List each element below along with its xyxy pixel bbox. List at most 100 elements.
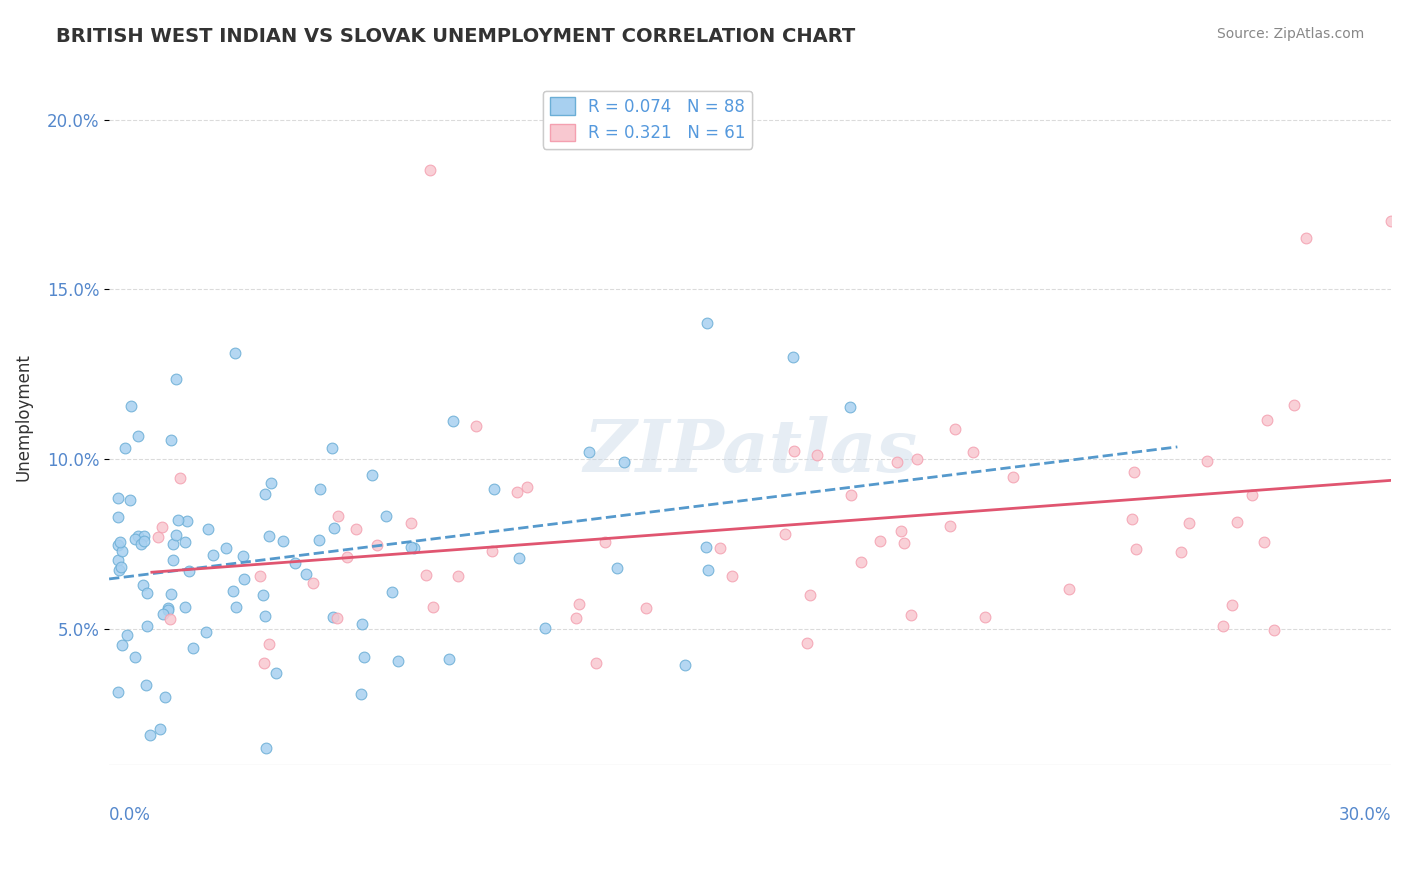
Point [257,529,280,543]
Point [181,641,204,656]
Point [115,628,138,642]
Point [162,553,184,567]
Point [404,541,426,555]
Point [441,414,464,428]
Point [179,564,201,578]
Point [1197,454,1219,468]
Point [107,510,129,524]
Point [149,722,172,736]
Point [166,513,188,527]
Point [565,611,588,625]
Point [595,534,617,549]
Point [127,529,149,543]
Point [838,400,860,414]
Point [264,666,287,681]
Point [782,351,804,365]
Point [634,601,657,615]
Point [120,493,142,508]
Point [516,480,538,494]
Point [399,516,422,530]
Point [194,625,217,640]
Point [506,484,529,499]
Point [257,637,280,651]
Point [419,163,441,178]
Point [1122,465,1144,479]
Point [974,610,997,624]
Point [156,600,179,615]
Point [132,578,155,592]
Point [322,609,344,624]
Point [943,421,966,435]
Point [1241,488,1264,502]
Point [174,535,197,549]
Point [1057,582,1080,596]
Point [799,588,821,602]
Point [900,607,922,622]
Point [366,538,388,552]
Y-axis label: Unemployment: Unemployment [15,353,32,481]
Point [336,549,359,564]
Point [124,532,146,546]
Point [252,588,274,602]
Text: 0.0%: 0.0% [110,806,150,824]
Point [1256,413,1278,427]
Point [295,566,318,581]
Point [160,433,183,447]
Point [233,572,256,586]
Point [224,346,246,360]
Point [1170,545,1192,559]
Point [136,618,159,632]
Point [1226,516,1249,530]
Point [254,741,277,756]
Point [1121,512,1143,526]
Point [353,649,375,664]
Point [585,656,607,670]
Point [107,684,129,698]
Point [1177,516,1199,531]
Point [111,544,134,558]
Point [606,560,628,574]
Point [380,585,402,599]
Point [308,533,330,547]
Point [1282,398,1305,412]
Point [152,607,174,621]
Point [173,600,195,615]
Point [387,654,409,668]
Point [464,418,486,433]
Point [132,529,155,543]
Point [893,536,915,550]
Point [107,538,129,552]
Point [321,441,343,455]
Point [271,534,294,549]
Point [806,448,828,462]
Point [169,471,191,485]
Point [534,621,557,635]
Point [886,455,908,469]
Point [157,603,180,617]
Point [783,443,806,458]
Point [1212,619,1234,633]
Point [1263,624,1285,638]
Point [165,528,187,542]
Point [326,611,349,625]
Point [110,534,132,549]
Point [260,476,283,491]
Point [135,678,157,692]
Point [107,491,129,505]
Point [578,444,600,458]
Point [108,563,131,577]
Point [375,509,398,524]
Point [308,483,330,497]
Point [215,541,238,555]
Point [253,657,276,671]
Point [962,445,984,459]
Point [709,541,731,556]
Text: ZIPatlas: ZIPatlas [583,417,917,487]
Point [225,599,247,614]
Point [482,482,505,496]
Point [568,597,591,611]
Point [841,487,863,501]
Point [939,519,962,533]
Point [107,553,129,567]
Point [110,559,132,574]
